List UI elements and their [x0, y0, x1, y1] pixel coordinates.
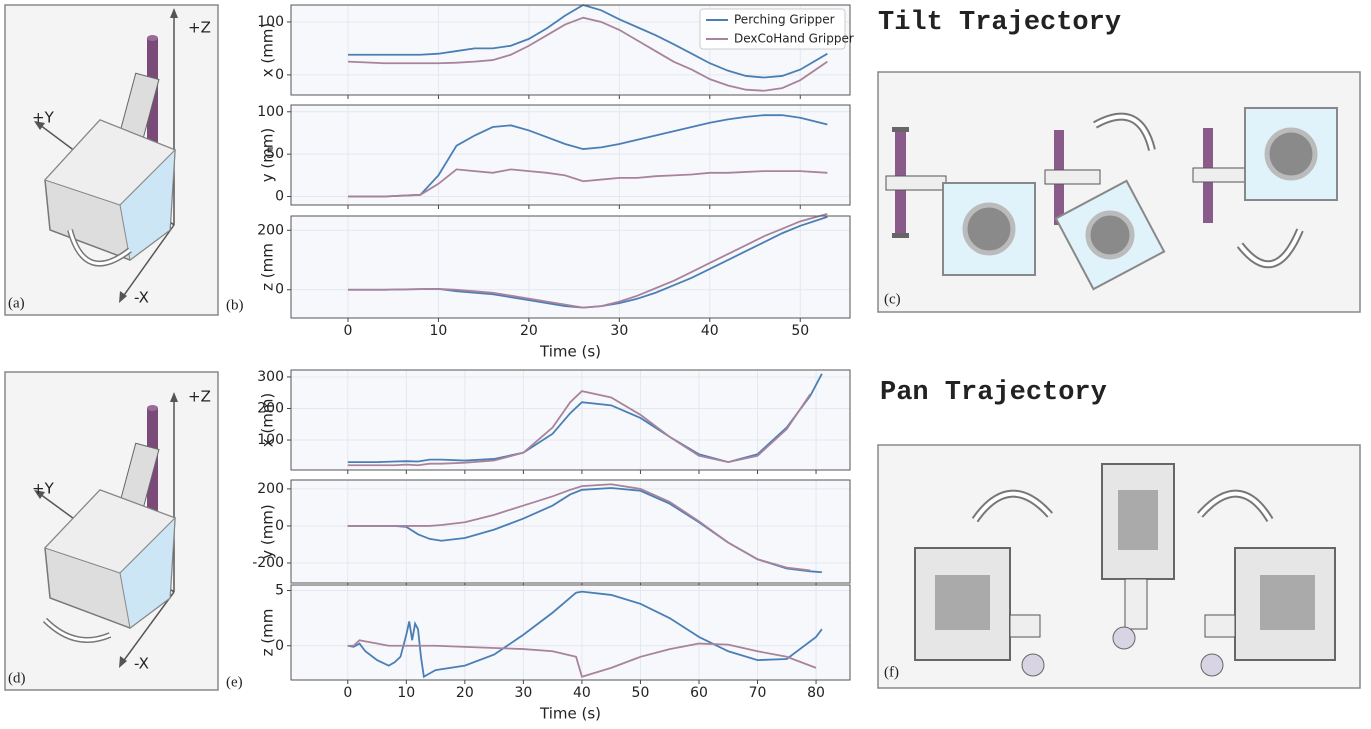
x-tick-label: 10 [397, 685, 415, 701]
y-axis-label: z (mm [259, 609, 277, 657]
plot-area [291, 105, 850, 205]
axis-label: +Y [32, 109, 55, 127]
robot-illustration [5, 372, 218, 690]
y-tick-label: 300 [257, 369, 284, 385]
legend-label: DexCoHand Gripper [734, 32, 854, 46]
x-tick-label: 80 [807, 685, 825, 701]
y-axis-label: z (mm [259, 243, 277, 291]
axis-label: -X [134, 655, 149, 673]
x-tick-label: 0 [344, 323, 353, 339]
panel-label: (d) [8, 670, 26, 686]
section-title: Tilt Trajectory [878, 8, 1121, 38]
axis-label: +Z [188, 19, 211, 37]
y-axis-label: x (mm) [259, 393, 277, 448]
x-axis-label: Time (s) [539, 343, 601, 361]
x-tick-label: 30 [514, 685, 532, 701]
y-tick-label: 0 [275, 189, 284, 205]
axis-label: -X [134, 289, 149, 307]
robot-illustration [5, 5, 218, 315]
panel-label: (b) [226, 297, 244, 313]
x-tick-label: 0 [343, 685, 352, 701]
panel-label: (c) [884, 291, 901, 307]
x-tick-label: 40 [573, 685, 591, 701]
x-tick-label: 20 [456, 685, 474, 701]
x-tick-label: 70 [749, 685, 767, 701]
x-tick-label: 60 [690, 685, 708, 701]
panel-label: (f) [884, 664, 899, 680]
y-tick-label: 200 [257, 481, 284, 497]
legend-label: Perching Gripper [734, 13, 835, 27]
x-tick-label: 10 [430, 323, 448, 339]
x-tick-label: 40 [701, 323, 719, 339]
panel-label: (a) [8, 295, 25, 311]
y-axis-label: y (mm) [259, 128, 277, 183]
axis-label: +Z [188, 388, 211, 406]
plot-area [291, 216, 850, 318]
x-tick-label: 20 [520, 323, 538, 339]
y-tick-label: 200 [257, 222, 284, 238]
y-tick-label: 100 [257, 104, 284, 120]
axis-label: +Y [32, 480, 55, 498]
x-tick-label: 50 [791, 323, 809, 339]
x-tick-label: 30 [610, 323, 628, 339]
plot-area [291, 585, 850, 680]
section-title: Pan Trajectory [880, 378, 1107, 408]
y-tick-label: 5 [275, 583, 284, 599]
x-axis-label: Time (s) [539, 705, 601, 723]
x-tick-label: 50 [632, 685, 650, 701]
panel-label: (e) [226, 674, 243, 690]
tilt-illustration [878, 72, 1360, 312]
y-axis-label: y (mm) [259, 504, 277, 559]
pan-illustration [878, 445, 1360, 688]
y-axis-label: x (mm) [259, 23, 277, 78]
plot-area [291, 370, 850, 470]
figure: +Z +Y -X (a) (b) +Z +Y -X (d) (e) Tilt T… [0, 0, 1371, 729]
plot-area [291, 480, 850, 583]
